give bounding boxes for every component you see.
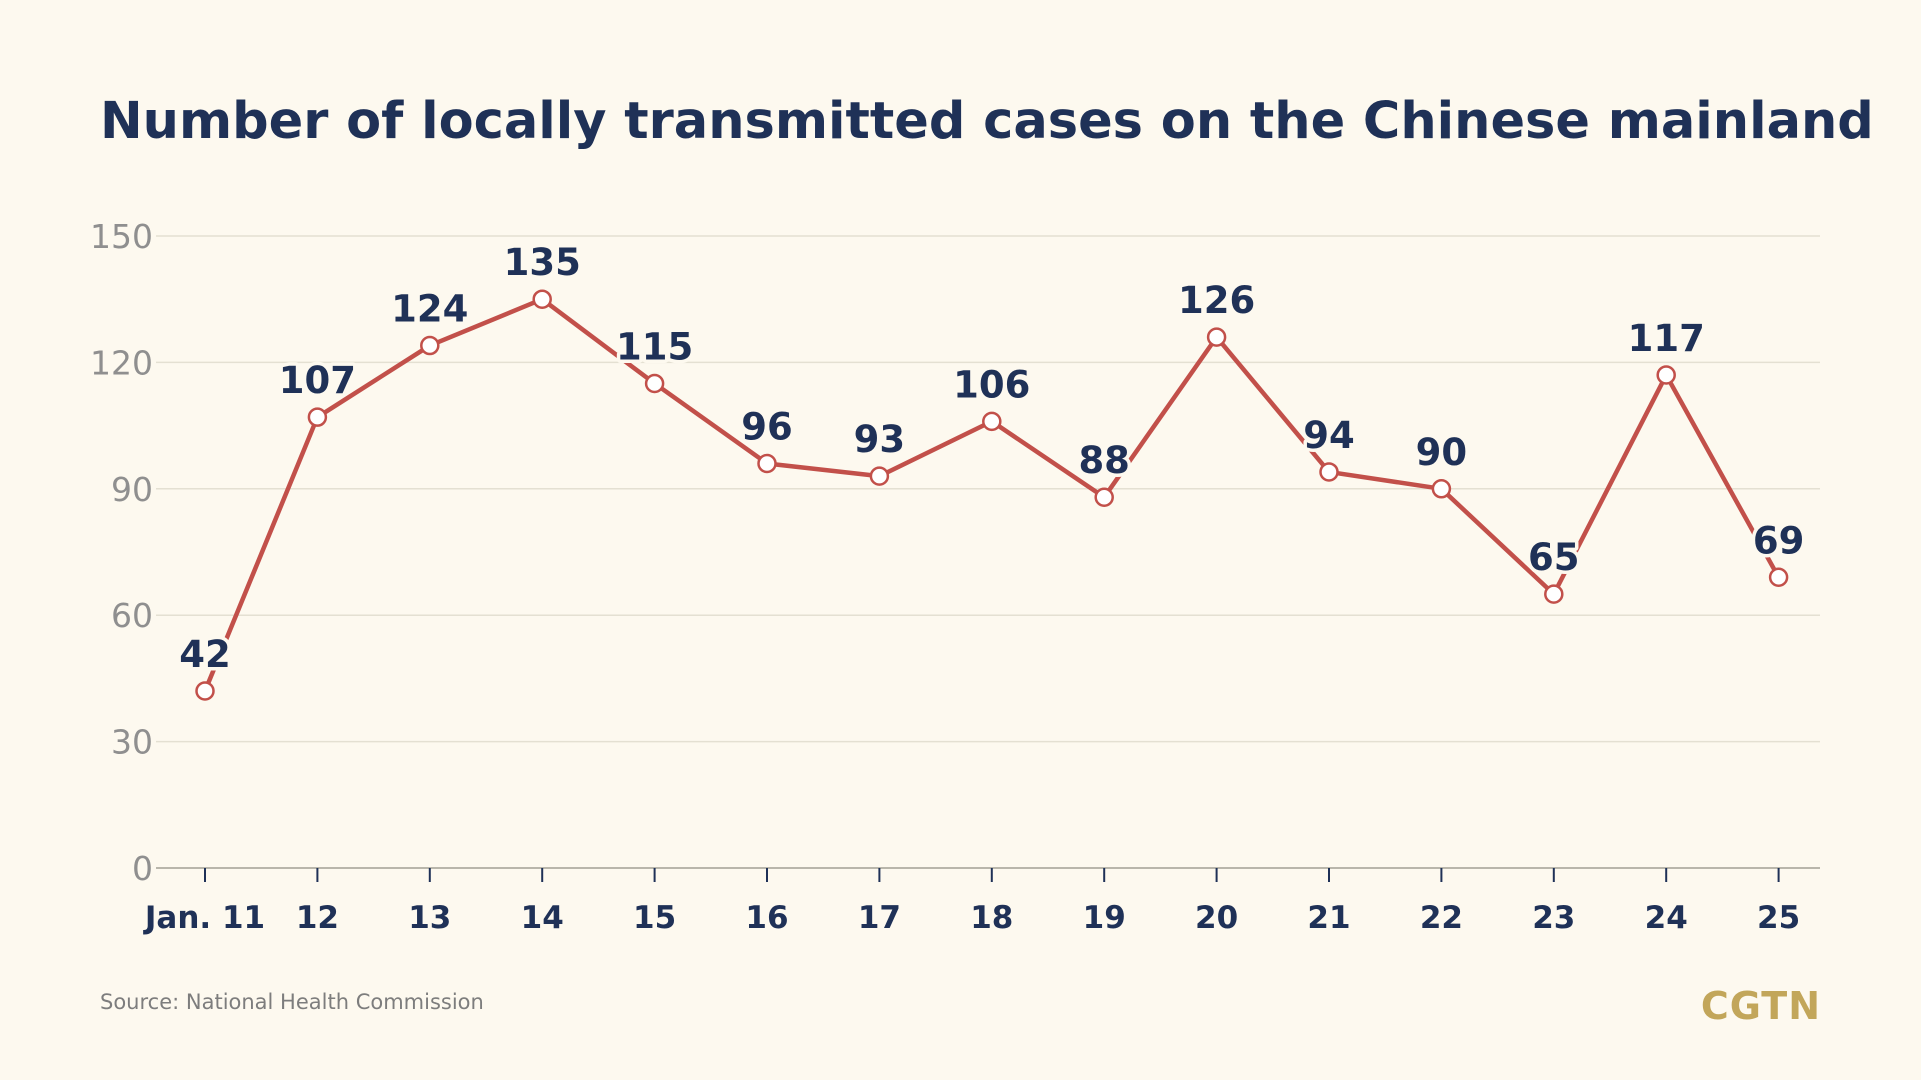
x-tick-label: 25 xyxy=(1757,900,1800,936)
data-label: 65 xyxy=(1528,536,1580,579)
series-line xyxy=(202,296,1781,694)
y-tick-label: 60 xyxy=(111,596,153,635)
data-point xyxy=(1768,567,1789,588)
data-point xyxy=(195,681,215,701)
series-lines xyxy=(202,296,1781,694)
data-label: 90 xyxy=(1416,431,1468,474)
gridlines xyxy=(156,235,1820,743)
data-point xyxy=(420,335,440,356)
y-tick-label: 120 xyxy=(90,343,153,382)
data-point xyxy=(1094,487,1114,507)
x-axis xyxy=(156,867,1820,882)
x-tick-label: 21 xyxy=(1307,900,1350,936)
x-tick-label: 16 xyxy=(745,900,788,936)
data-point xyxy=(869,466,890,486)
x-tick-label: 15 xyxy=(633,900,676,936)
x-tick-label: 22 xyxy=(1420,900,1463,936)
data-label: 94 xyxy=(1303,414,1355,457)
y-tick-label: 30 xyxy=(111,723,153,762)
x-tick-label: 23 xyxy=(1532,900,1575,936)
x-tick-label: 19 xyxy=(1083,900,1126,936)
data-label: 135 xyxy=(504,241,581,284)
x-tick-label: 18 xyxy=(970,900,1013,936)
data-point xyxy=(307,407,328,427)
y-tick-label: 0 xyxy=(132,849,153,888)
data-label: 69 xyxy=(1753,519,1805,562)
data-point xyxy=(982,411,1002,432)
data-label: 88 xyxy=(1078,439,1130,482)
data-point xyxy=(1206,327,1227,347)
data-label: 106 xyxy=(953,363,1030,406)
x-tick-label: 17 xyxy=(858,900,901,936)
y-axis-labels: 0 30 60 90 120 150 xyxy=(90,217,153,888)
data-point xyxy=(532,289,552,309)
data-point xyxy=(1431,479,1452,499)
data-label: 42 xyxy=(179,633,231,676)
data-label: 124 xyxy=(391,288,468,331)
data-labels: 42 107 124 135 115 96 93 106 88 126 94 90 65 117 69 xyxy=(176,238,1808,680)
x-tick-label: 14 xyxy=(521,900,564,936)
source-note: Source: National Health Commission xyxy=(100,990,484,1014)
y-tick-label: 150 xyxy=(90,217,153,256)
data-point xyxy=(1319,462,1339,482)
data-label: 117 xyxy=(1628,317,1705,360)
data-points xyxy=(195,289,1789,701)
data-label: 115 xyxy=(616,325,693,368)
data-point xyxy=(1544,584,1564,604)
x-tick-label: Jan. 11 xyxy=(143,900,265,936)
data-point xyxy=(757,453,777,474)
x-tick-label: 24 xyxy=(1645,900,1688,936)
chart-title: Number of locally transmitted cases on t… xyxy=(100,92,1874,151)
x-tick-label: 20 xyxy=(1195,900,1238,936)
data-label: 96 xyxy=(741,406,793,449)
data-point xyxy=(644,373,665,394)
x-axis-labels: Jan. 11 12 13 14 15 16 17 18 19 20 21 22 23 24 25 xyxy=(143,900,1800,936)
x-tick-label: 13 xyxy=(408,900,451,936)
y-tick-label: 90 xyxy=(111,470,153,509)
data-point xyxy=(1656,365,1676,385)
cgtn-logo: CGTN xyxy=(1700,984,1821,1028)
x-tick-label: 12 xyxy=(296,900,339,936)
data-label: 93 xyxy=(854,418,906,461)
data-label: 126 xyxy=(1178,279,1255,322)
data-label: 107 xyxy=(279,359,356,402)
